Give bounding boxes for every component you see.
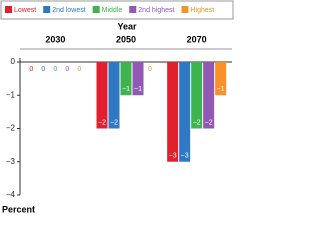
bar	[191, 62, 203, 129]
bar	[96, 62, 108, 129]
legend-swatch	[181, 6, 189, 13]
bar	[108, 62, 120, 129]
y-tick-label: −3	[6, 157, 16, 166]
legend-label: 2nd highest	[138, 7, 174, 14]
y-tick-label: −2	[6, 124, 16, 133]
y-tick-label: 0	[11, 57, 16, 66]
bar	[179, 62, 191, 162]
y-tick-label: −1	[6, 90, 16, 99]
bar	[132, 62, 144, 96]
value-label: −2	[98, 119, 106, 126]
legend-label: Lowest	[14, 7, 36, 14]
legend-swatch	[92, 6, 100, 13]
value-label: −2	[110, 119, 118, 126]
legend-box	[0, 0, 234, 20]
legend-label: Highest	[190, 7, 214, 14]
value-label: 0	[29, 66, 33, 73]
value-label: 0	[148, 66, 152, 73]
value-label: −1	[122, 86, 130, 93]
legend-swatch	[5, 6, 12, 13]
legend-swatch	[129, 6, 137, 13]
bar	[120, 62, 132, 96]
value-label: −2	[193, 119, 201, 126]
value-label: 0	[77, 66, 81, 73]
bar	[215, 62, 227, 96]
x-tick-label: 2050	[116, 34, 136, 44]
x-tick-label: 2030	[45, 34, 65, 44]
bar	[167, 62, 179, 162]
value-label: −1	[217, 86, 225, 93]
legend-swatch	[43, 6, 51, 13]
x-axis-title: Year	[117, 21, 137, 31]
value-label: −3	[181, 153, 189, 160]
x-tick-label: 2070	[187, 34, 207, 44]
chart: Year Percent Lowest 2nd lowest Middle 2nd h…	[0, 0, 234, 214]
legend-label: 2nd lowest	[52, 7, 86, 14]
legend-label: Middle	[102, 7, 123, 14]
y-axis-title: Percent	[2, 204, 35, 214]
value-label: 0	[65, 66, 69, 73]
value-label: 0	[41, 66, 45, 73]
value-label: −3	[169, 153, 177, 160]
y-tick-label: −4	[6, 190, 16, 199]
value-label: −2	[205, 119, 213, 126]
bar	[203, 62, 215, 129]
value-label: 0	[53, 66, 57, 73]
value-label: −1	[134, 86, 142, 93]
